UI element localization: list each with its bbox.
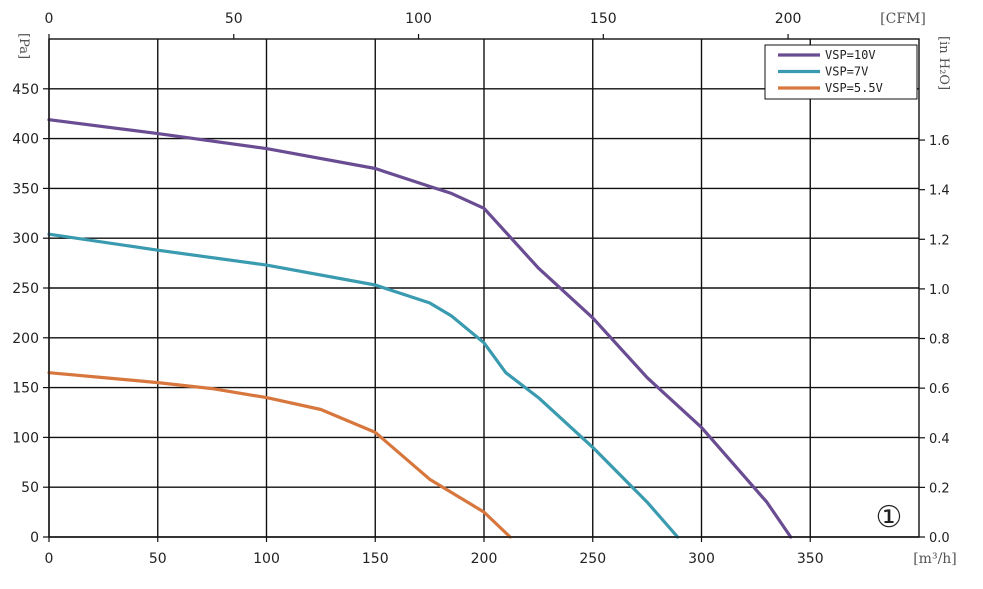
y-tick-label: 450: [12, 82, 39, 98]
legend-label: VSP=5.5V: [825, 81, 883, 95]
top-axis-ticks: 0 50 100 150 200: [45, 11, 802, 39]
x-tick-label: 50: [149, 551, 167, 567]
bottom-axis-ticks: 0 50 100 150 200 250 300 350: [45, 537, 824, 567]
y2-tick-label: 1.0: [929, 283, 950, 298]
y2-tick-label: 0.0: [929, 531, 950, 546]
y2-tick-label: 0.4: [929, 432, 950, 447]
x-tick-label: 100: [253, 551, 280, 567]
y2-tick-label: 1.2: [929, 233, 950, 248]
grid: [48, 39, 919, 538]
x2-tick-label: 150: [590, 11, 617, 27]
y-tick-label: 200: [12, 331, 39, 347]
right-axis-ticks: 0.0 0.2 0.4 0.6 0.8 1.0 1.2 1.4 1.6: [919, 134, 950, 546]
top-axis-label: [CFM]: [880, 11, 926, 27]
curve-number-annotation: ①: [876, 500, 903, 535]
y-tick-label: 150: [12, 381, 39, 397]
x2-tick-label: 0: [45, 11, 54, 27]
y-tick-label: 100: [12, 430, 39, 446]
x2-tick-label: 100: [405, 11, 432, 27]
y-tick-label: 0: [30, 530, 39, 546]
plot-frame: [48, 38, 920, 538]
y2-tick-label: 1.6: [929, 134, 950, 149]
y2-tick-label: 0.2: [929, 481, 950, 496]
y-tick-label: 400: [12, 132, 39, 148]
x-tick-label: 250: [579, 551, 606, 567]
y-tick-label: 350: [12, 181, 39, 197]
y2-tick-label: 0.6: [929, 382, 950, 397]
y2-tick-label: 0.8: [929, 333, 950, 348]
legend-label: VSP=10V: [825, 48, 876, 62]
legend: VSP=10V VSP=7V VSP=5.5V: [764, 44, 918, 100]
y-tick-label: 300: [12, 231, 39, 247]
x-tick-label: 200: [471, 551, 498, 567]
series-line-1: [47, 118, 793, 539]
x-tick-label: 0: [45, 551, 54, 567]
right-axis-label: [in H₂O]: [936, 36, 951, 90]
y-axis-label: [Pa]: [16, 33, 31, 59]
y2-tick-label: 1.4: [929, 184, 950, 199]
legend-label: VSP=7V: [825, 65, 868, 79]
x-tick-label: 150: [362, 551, 389, 567]
series-lines: [47, 118, 793, 539]
y-tick-label: 250: [12, 281, 39, 297]
x-tick-label: 300: [688, 551, 715, 567]
x2-tick-label: 200: [775, 11, 802, 27]
x-tick-label: 350: [797, 551, 824, 567]
series-line-2: [47, 232, 680, 539]
series-line-3: [47, 371, 512, 539]
x-axis-label: [m³/h]: [913, 551, 957, 567]
x2-tick-label: 50: [225, 11, 243, 27]
y-tick-label: 50: [21, 480, 39, 496]
left-axis-ticks: 0 50 100 150 200 250 300 350 400 450: [12, 82, 49, 546]
